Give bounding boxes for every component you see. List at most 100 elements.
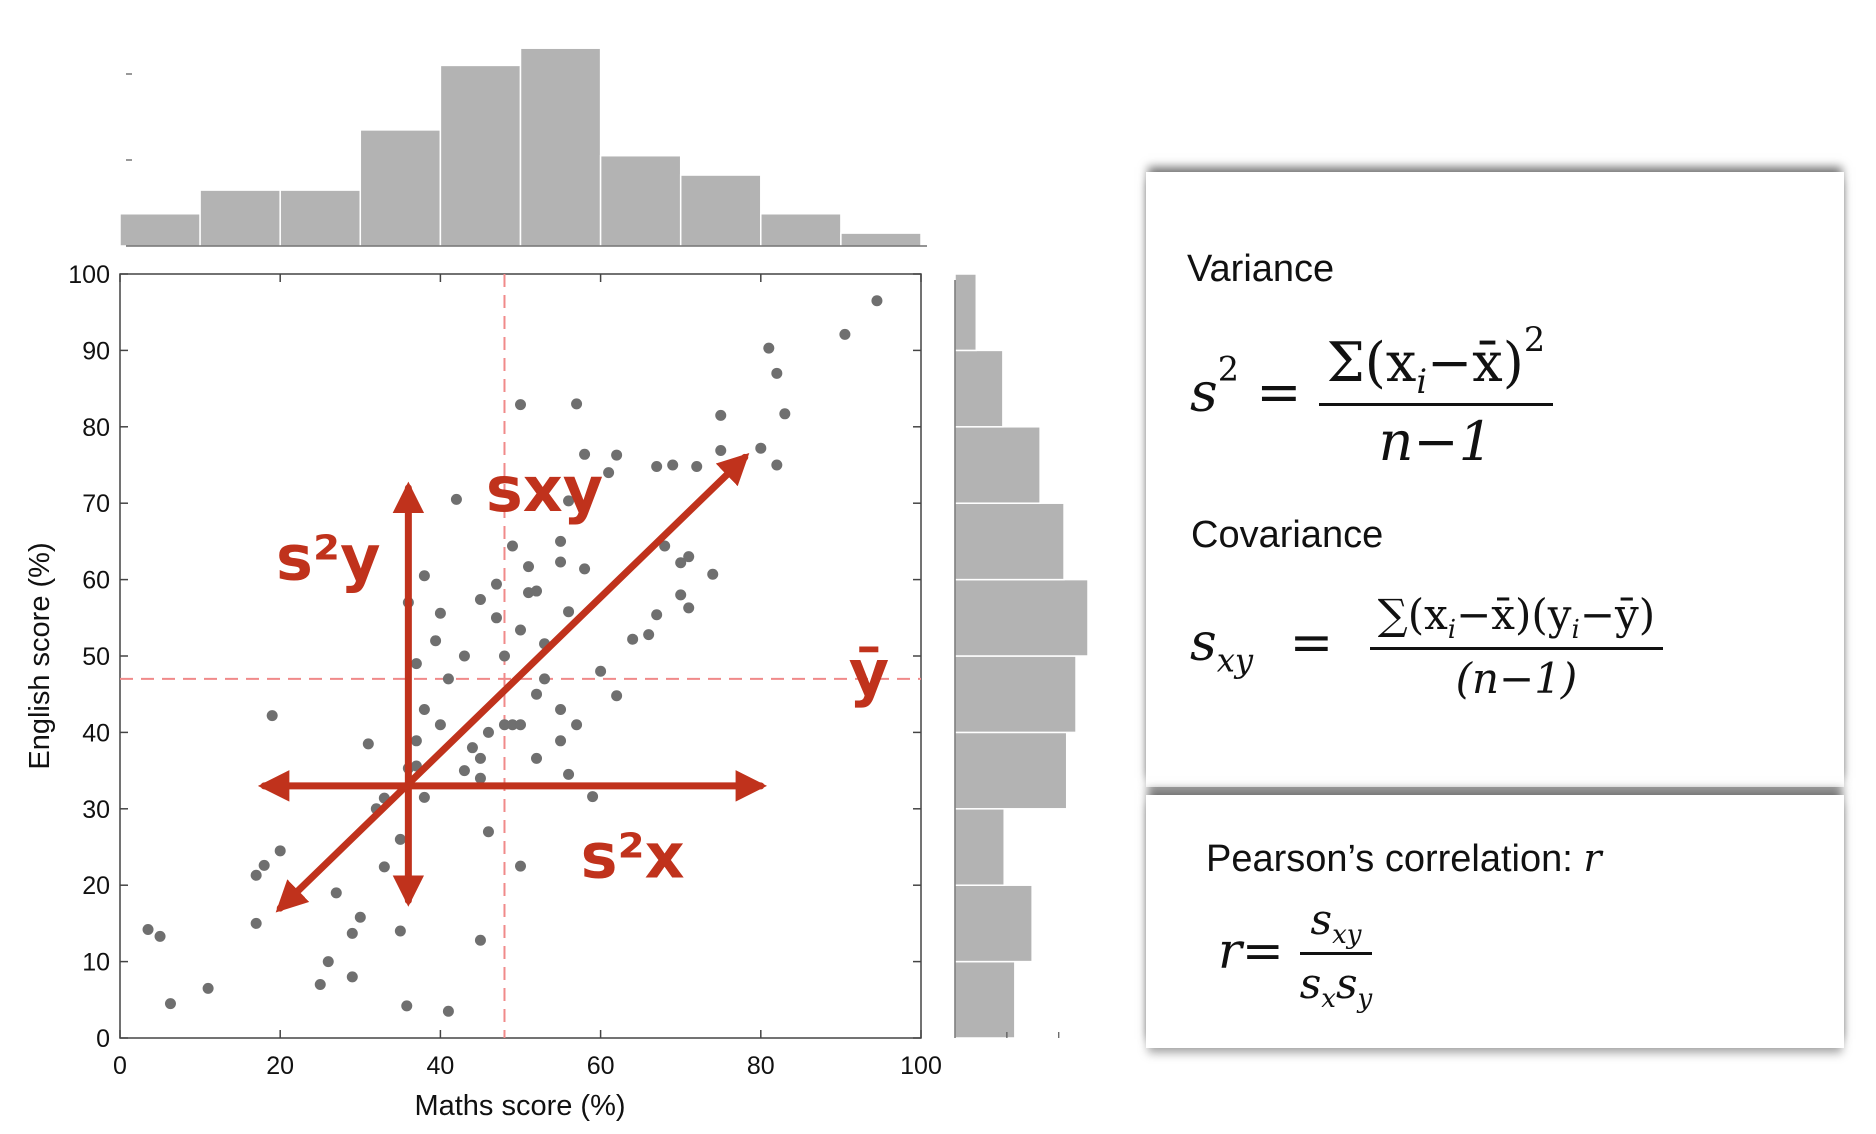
- data-point: [579, 563, 591, 575]
- data-point: [474, 752, 486, 764]
- x-histogram-bar: [840, 232, 922, 247]
- y-tick-label: 10: [82, 949, 110, 977]
- data-point: [434, 607, 446, 619]
- data-point: [498, 650, 510, 662]
- y-histogram: [954, 273, 1089, 1039]
- data-point: [603, 467, 615, 479]
- data-point: [142, 924, 154, 936]
- data-point: [458, 765, 470, 777]
- y-histogram-bar: [954, 731, 1068, 810]
- data-point: [555, 703, 567, 715]
- covariance-formula: sxy = ∑(xi−x̄)(yi−ȳ) (n−1): [1190, 590, 1664, 703]
- data-point: [450, 493, 462, 505]
- data-point: [771, 367, 783, 379]
- x-histogram-bar: [599, 154, 682, 247]
- data-point: [474, 772, 486, 784]
- data-point: [587, 791, 599, 803]
- data-point: [346, 927, 358, 939]
- data-point: [164, 998, 176, 1010]
- variance-title: Variance: [1187, 248, 1335, 290]
- y-histogram-bar: [954, 578, 1089, 657]
- data-point: [474, 934, 486, 946]
- data-point: [418, 791, 430, 803]
- variance-y-annotation: s²y: [276, 522, 380, 595]
- y-histogram-bar: [954, 502, 1065, 581]
- covariance-arrow: [275, 452, 750, 913]
- y-axis-label: English score (%): [24, 542, 56, 769]
- data-point: [490, 578, 502, 590]
- x-tick-label: 60: [587, 1052, 615, 1080]
- data-point: [322, 956, 334, 968]
- x-histogram-bar: [359, 129, 442, 247]
- annotation-arrows: [257, 452, 768, 913]
- mean-lines: [120, 274, 921, 1038]
- data-point: [458, 650, 470, 662]
- y-tick-label: 70: [82, 490, 110, 518]
- axis-ticks: 0 20 40 60 80 100 0 10 20 30 40 50 60 70 80 90 100: [68, 261, 942, 1080]
- data-point: [418, 703, 430, 715]
- annotations: s²y sxy s²x ȳ: [276, 453, 889, 893]
- y-tick-label: 90: [82, 337, 110, 365]
- data-point: [490, 612, 502, 624]
- y-histogram-bar: [954, 884, 1033, 963]
- data-point: [707, 568, 719, 580]
- data-point: [515, 719, 526, 731]
- data-point: [691, 461, 703, 473]
- x-tick-label: 0: [113, 1052, 127, 1080]
- data-point: [410, 658, 422, 670]
- data-point: [378, 861, 390, 873]
- data-point: [771, 459, 783, 471]
- data-point: [683, 551, 695, 563]
- x-tick-label: 40: [426, 1052, 454, 1080]
- pearson-title: Pearson’s correlation: r: [1206, 836, 1602, 880]
- data-point: [611, 449, 623, 461]
- data-point: [442, 1005, 454, 1017]
- covariance-annotation: sxy: [486, 453, 603, 526]
- data-point: [571, 398, 583, 410]
- x-histogram-bar: [679, 174, 762, 247]
- data-point: [250, 917, 262, 929]
- y-histogram-bar: [954, 808, 1005, 886]
- data-point: [555, 556, 567, 568]
- data-point: [611, 690, 623, 702]
- pearson-card: [1146, 795, 1844, 1048]
- data-point: [571, 719, 583, 731]
- data-point: [202, 982, 214, 994]
- data-point: [839, 328, 851, 340]
- data-point: [346, 971, 358, 983]
- data-point: [258, 859, 270, 871]
- data-point: [563, 606, 575, 618]
- data-point: [401, 1000, 413, 1012]
- data-point: [651, 461, 663, 473]
- x-histogram-bar: [519, 47, 602, 247]
- data-point: [434, 719, 446, 731]
- x-histogram-bar: [119, 213, 201, 247]
- y-histogram-bar: [954, 960, 1016, 1039]
- data-point: [354, 911, 366, 923]
- y-tick-label: 20: [82, 872, 110, 900]
- data-point: [314, 979, 326, 991]
- data-point: [531, 688, 543, 700]
- covariance-fraction: ∑(xi−x̄)(yi−ȳ) (n−1): [1369, 590, 1664, 703]
- y-tick-label: 50: [82, 643, 110, 671]
- y-histogram-bar: [954, 655, 1077, 734]
- x-histogram-bar: [439, 64, 522, 247]
- pearson-formula: r= sxy sxsy: [1218, 895, 1373, 1015]
- data-point: [506, 540, 518, 552]
- data-point: [418, 570, 430, 582]
- data-point: [763, 342, 775, 354]
- y-histogram-bar: [954, 426, 1041, 504]
- variance-formula: s2 = Σ(xi−x̄)2 n−1: [1190, 320, 1554, 473]
- x-histogram-bar: [199, 189, 281, 247]
- x-tick-label: 80: [747, 1052, 775, 1080]
- data-point: [250, 869, 262, 881]
- pearson-fraction: sxy sxsy: [1299, 895, 1373, 1015]
- data-points: [142, 295, 883, 1017]
- data-point: [274, 845, 286, 857]
- y-tick-label: 30: [82, 796, 110, 824]
- data-point: [871, 295, 883, 307]
- data-point: [531, 585, 543, 597]
- plot-frame: [119, 273, 922, 1039]
- data-point: [430, 635, 442, 647]
